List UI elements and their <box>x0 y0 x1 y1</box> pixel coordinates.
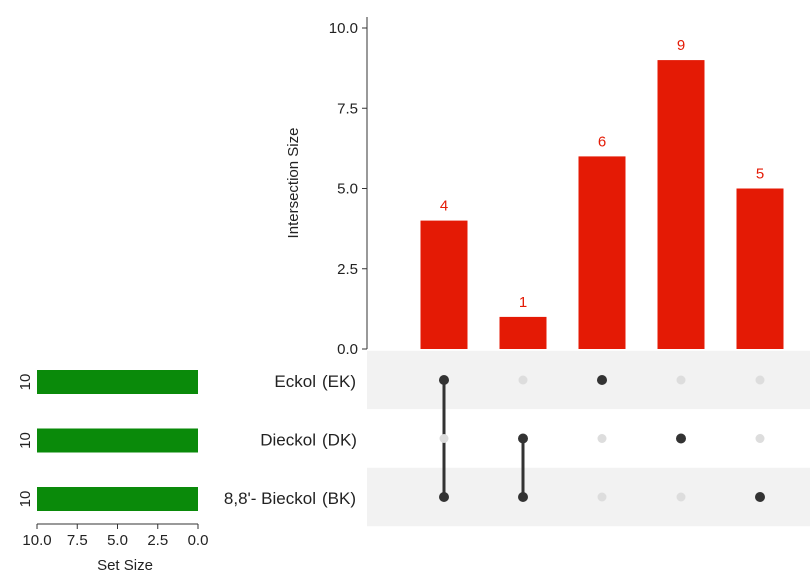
matrix-dot-active <box>676 433 686 444</box>
matrix-band <box>367 409 810 468</box>
y-tick-label: 7.5 <box>337 100 358 117</box>
set-size-bar <box>37 428 198 453</box>
y-tick-label: 5.0 <box>337 181 358 198</box>
y-axis-title: Intersection Size <box>285 128 302 239</box>
matrix-dot-inactive <box>676 375 686 385</box>
matrix-dot-active <box>597 375 607 385</box>
intersection-bars <box>420 60 784 349</box>
intersection-bar-label: 6 <box>598 133 606 150</box>
matrix-dot-inactive <box>755 375 765 385</box>
matrix-dot-inactive <box>597 434 607 443</box>
set-abbr-label: (EK) <box>322 372 356 391</box>
set-name-label: Eckol <box>274 372 316 391</box>
set-abbr-label: (DK) <box>322 431 357 450</box>
set-size-count: 10 <box>17 491 34 508</box>
set-name-label: 8,8'- Bieckol <box>224 489 316 508</box>
y-tick-label: 2.5 <box>337 261 358 278</box>
matrix-dot-active <box>755 492 765 502</box>
intersection-bar <box>578 156 626 349</box>
matrix-bands <box>367 350 810 527</box>
set-size-count: 10 <box>17 432 34 449</box>
intersection-bar-labels: 4 1 6 9 5 <box>440 37 764 311</box>
matrix-band <box>367 350 810 410</box>
set-size-bar <box>37 487 198 511</box>
intersection-bar-label: 1 <box>519 294 527 311</box>
matrix-dot-active <box>518 433 528 444</box>
set-abbr-label: (BK) <box>322 489 356 508</box>
set-size-count: 10 <box>17 374 34 391</box>
matrix-dot-inactive <box>755 434 765 443</box>
set-size-bars: 10 10 10 <box>17 370 198 511</box>
matrix-band <box>367 467 810 527</box>
intersection-bar <box>420 220 468 349</box>
matrix-dots <box>439 375 765 502</box>
matrix-dot-active <box>439 375 449 385</box>
set-size-axis: 10.0 7.5 5.0 2.5 0.0 <box>22 523 209 549</box>
matrix-dot-inactive <box>518 375 528 385</box>
y-axis: 0.0 2.5 5.0 7.5 10.0 <box>329 17 368 358</box>
set-size-tick-label: 5.0 <box>107 532 128 549</box>
intersection-bar <box>657 60 705 349</box>
intersection-bar-label: 5 <box>756 166 764 183</box>
matrix-dot-inactive <box>676 492 686 502</box>
set-labels: Eckol (EK) Dieckol (DK) 8,8'- Bieckol (BK) <box>224 372 357 508</box>
set-name-label: Dieckol <box>260 431 316 450</box>
matrix-dot-inactive <box>439 434 449 443</box>
set-size-tick-label: 0.0 <box>188 532 209 549</box>
y-tick-label: 10.0 <box>329 20 358 37</box>
set-size-tick-label: 2.5 <box>147 532 168 549</box>
set-size-tick-label: 7.5 <box>67 532 88 549</box>
intersection-bar <box>499 316 547 349</box>
matrix-dot-active <box>518 492 528 502</box>
set-size-axis-title: Set Size <box>97 557 153 572</box>
set-size-bar <box>37 370 198 394</box>
intersection-bar <box>736 188 784 349</box>
matrix-dot-active <box>439 492 449 502</box>
set-size-tick-label: 10.0 <box>22 532 51 549</box>
intersection-bar-label: 9 <box>677 37 685 54</box>
matrix-dot-inactive <box>597 492 607 502</box>
intersection-bar-label: 4 <box>440 198 448 215</box>
y-tick-label: 0.0 <box>337 341 358 358</box>
